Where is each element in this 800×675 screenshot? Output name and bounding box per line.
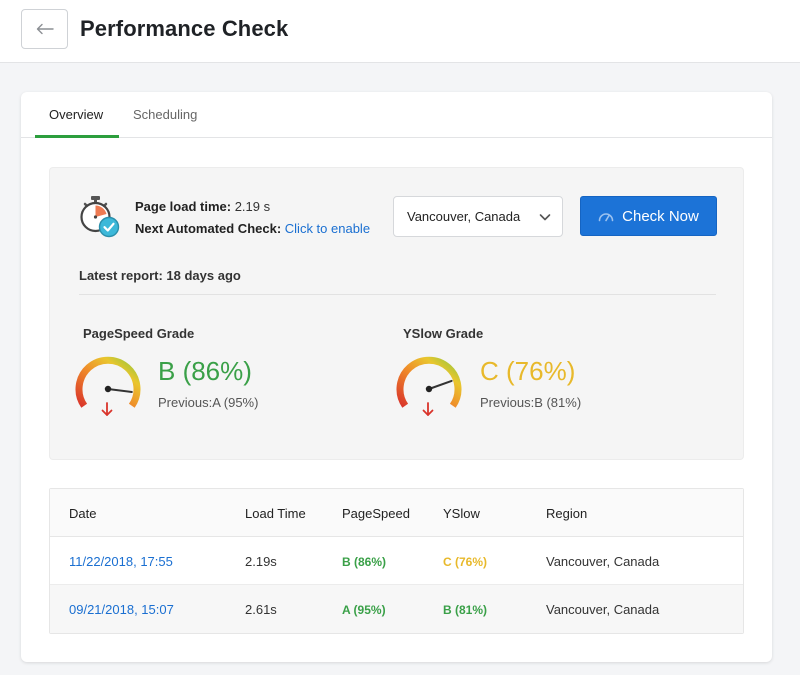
page-load-time-label: Page load time: — [135, 199, 232, 214]
chevron-down-icon — [539, 214, 551, 221]
tab-bar: Overview Scheduling — [21, 92, 772, 138]
arrow-down-icon — [422, 402, 434, 416]
tab-scheduling[interactable]: Scheduling — [133, 107, 198, 122]
column-header-load-time: Load Time — [245, 506, 306, 521]
next-check-label: Next Automated Check: — [135, 221, 282, 236]
region-cell: Vancouver, Canada — [546, 554, 660, 569]
pagespeed-gauge-icon — [75, 356, 141, 416]
tab-overview[interactable]: Overview — [49, 107, 104, 122]
back-button[interactable] — [21, 9, 68, 49]
yslow-grade-value: C (76%) — [480, 356, 576, 386]
table-row: 09/21/2018, 15:07 2.61s A (95%) B (81%) … — [50, 585, 743, 633]
stopwatch-check-icon — [80, 196, 120, 238]
latest-report: Latest report: 18 days ago — [79, 268, 241, 283]
yslow-grade-label: YSlow Grade — [403, 326, 484, 341]
pagespeed-previous-grade: Previous:A (95%) — [158, 395, 259, 410]
yslow-cell: B (81%) — [443, 603, 488, 617]
report-date-link[interactable]: 09/21/2018, 15:07 — [69, 602, 174, 617]
load-time-cell: 2.61s — [245, 602, 277, 617]
pagespeed-grade-label: PageSpeed Grade — [83, 326, 195, 341]
active-tab-indicator — [35, 135, 119, 138]
arrow-down-icon — [101, 402, 113, 416]
check-now-button[interactable]: Check Now — [580, 196, 717, 236]
check-now-label: Check Now — [622, 207, 699, 225]
history-table: Date Load Time PageSpeed YSlow Region 11… — [49, 488, 744, 634]
yslow-previous-grade: Previous:B (81%) — [480, 395, 582, 410]
page-title: Performance Check — [80, 16, 289, 41]
pagespeed-grade-value: B (86%) — [158, 356, 252, 386]
region-select[interactable]: Vancouver, Canada — [393, 196, 563, 237]
report-date-link[interactable]: 11/22/2018, 17:55 — [69, 554, 173, 569]
summary-panel: Page load time: 2.19 s Next Automated Ch… — [49, 167, 744, 460]
yslow-gauge-icon — [396, 356, 462, 416]
pagespeed-cell: B (86%) — [342, 555, 387, 569]
table-header: Date Load Time PageSpeed YSlow Region — [50, 489, 743, 537]
header: Performance Check — [0, 0, 800, 63]
column-header-pagespeed: PageSpeed — [342, 506, 410, 521]
column-header-date: Date — [69, 506, 97, 521]
column-header-region: Region — [546, 506, 588, 521]
enable-automated-check-link[interactable]: Click to enable — [284, 221, 371, 236]
load-time-cell: 2.19s — [245, 554, 277, 569]
divider — [79, 294, 716, 295]
column-header-yslow: YSlow — [443, 506, 480, 521]
arrow-left-icon — [36, 23, 54, 35]
page-load-time-value: 2.19 s — [234, 199, 271, 214]
yslow-cell: C (76%) — [443, 555, 488, 569]
region-cell: Vancouver, Canada — [546, 602, 660, 617]
performance-card: Overview Scheduling Page load time: 2.19… — [21, 92, 772, 662]
table-row: 11/22/2018, 17:55 2.19s B (86%) C (76%) … — [50, 537, 743, 585]
speedometer-icon — [598, 213, 614, 222]
next-automated-check: Next Automated Check: Click to enable — [135, 221, 370, 236]
page-load-time: Page load time: 2.19 s — [135, 199, 270, 214]
pagespeed-cell: A (95%) — [342, 603, 386, 617]
region-select-value: Vancouver, Canada — [407, 209, 521, 224]
